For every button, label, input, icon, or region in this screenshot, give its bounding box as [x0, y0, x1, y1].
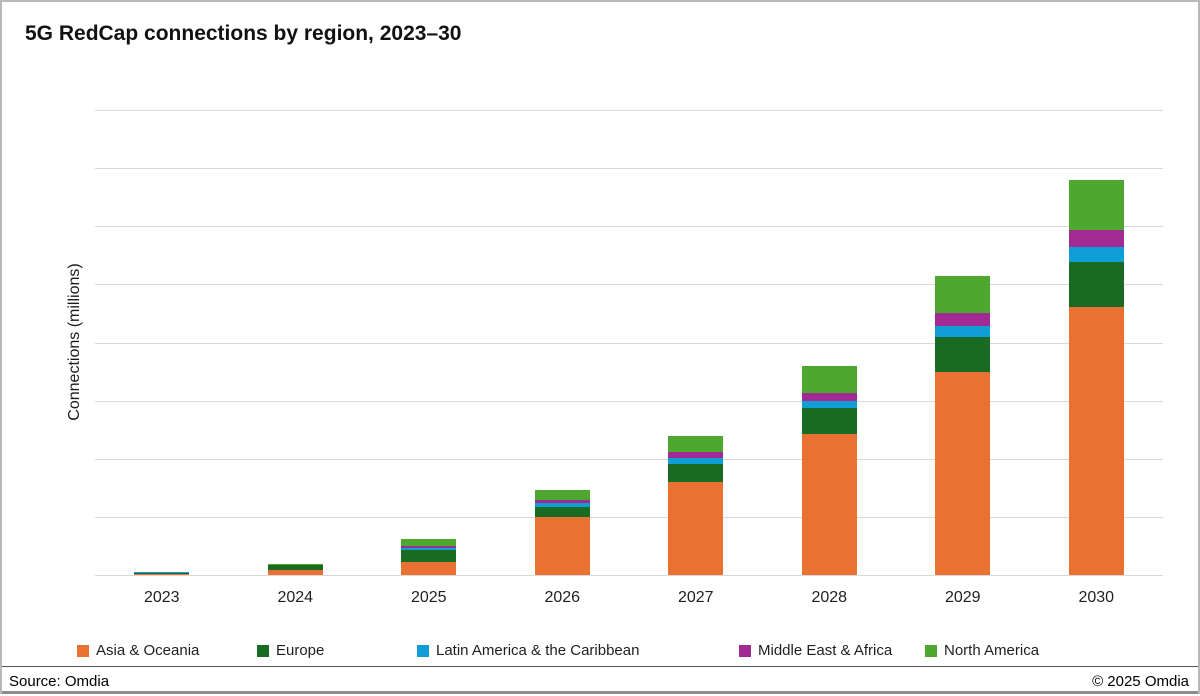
- footer-divider: [2, 666, 1198, 667]
- footer-copyright: © 2025 Omdia: [1092, 673, 1189, 690]
- x-axis-label-2027: 2027: [677, 589, 714, 606]
- bar-segment-north-america: [401, 538, 457, 546]
- bar-segment-latin-america-the-caribbean: [401, 547, 457, 551]
- bar-segment-north-america: [801, 366, 857, 393]
- bar-segment-europe: [1068, 262, 1124, 308]
- chart-title: 5G RedCap connections by region, 2023–30: [25, 22, 462, 45]
- x-axis-label-2023: 2023: [143, 589, 180, 606]
- legend-label: Europe: [276, 642, 325, 659]
- bar-2026: [534, 490, 590, 575]
- legend-swatch-asia-oceania: [77, 644, 89, 657]
- bar-2029: [935, 276, 991, 575]
- bar-segment-middle-east-africa: [1068, 230, 1124, 248]
- gridline: [95, 400, 1163, 402]
- bar-2025: [401, 538, 457, 575]
- bar-segment-north-america: [1068, 180, 1124, 231]
- bar-segment-latin-america-the-caribbean: [668, 458, 724, 464]
- bar-segment-north-america: [935, 276, 991, 314]
- bar-segment-asia-oceania: [134, 574, 190, 575]
- bar-segment-north-america: [534, 490, 590, 501]
- legend-item-europe: Europe: [257, 642, 324, 659]
- bar-segment-asia-oceania: [668, 482, 724, 575]
- x-axis-label-2025: 2025: [410, 589, 447, 606]
- bar-segment-asia-oceania: [935, 372, 991, 575]
- y-axis-title: Connections (millions): [66, 263, 83, 421]
- bar-segment-asia-oceania: [801, 433, 857, 575]
- bar-segment-europe: [401, 550, 457, 563]
- bar-segment-europe: [267, 565, 323, 571]
- bar-segment-europe: [534, 507, 590, 517]
- legend-swatch-north-america: [925, 644, 937, 657]
- bar-segment-europe: [935, 337, 991, 373]
- gridline: [95, 575, 1163, 576]
- bar-segment-asia-oceania: [267, 570, 323, 575]
- bar-2030: [1068, 180, 1124, 575]
- bar-segment-asia-oceania: [534, 516, 590, 575]
- bar-segment-middle-east-africa: [401, 545, 457, 548]
- legend-item-latin-america-the-caribbean: Latin America & the Caribbean: [417, 642, 639, 659]
- legend-label: North America: [944, 642, 1040, 659]
- bar-segment-latin-america-the-caribbean: [1068, 247, 1124, 263]
- bottom-border-bar: [2, 691, 1198, 694]
- bar-segment-middle-east-africa: [668, 452, 724, 459]
- legend-swatch-latin-america-the-caribbean: [417, 644, 429, 657]
- x-axis-label-2030: 2030: [1078, 589, 1115, 606]
- bar-segment-middle-east-africa: [534, 500, 590, 503]
- bar-2023: [134, 571, 190, 575]
- bar-2024: [267, 564, 323, 575]
- bar-segment-middle-east-africa: [801, 392, 857, 401]
- gridline: [95, 168, 1163, 170]
- legend-label: Middle East & Africa: [758, 642, 893, 659]
- gridline: [95, 458, 1163, 460]
- bar-segment-europe: [801, 407, 857, 434]
- legend-swatch-middle-east-africa: [739, 644, 751, 657]
- gridline: [95, 110, 1163, 111]
- legend-swatch-europe: [257, 644, 269, 657]
- legend-item-asia-oceania: Asia & Oceania: [77, 642, 199, 659]
- x-axis-label-2024: 2024: [277, 589, 314, 606]
- bar-segment-europe: [134, 572, 190, 575]
- gridline: [95, 342, 1163, 344]
- bar-segment-latin-america-the-caribbean: [534, 502, 590, 507]
- x-axis-label-2026: 2026: [544, 589, 581, 606]
- plot-area: 2023 2024 2025 2026 2027 2028 2029 2030: [95, 110, 1163, 606]
- legend-item-middle-east-africa: Middle East & Africa: [739, 642, 892, 659]
- bar-segment-latin-america-the-caribbean: [801, 400, 857, 408]
- gridline: [95, 516, 1163, 518]
- bar-segment-asia-oceania: [1068, 307, 1124, 575]
- x-axis-label-2029: 2029: [944, 589, 981, 606]
- legend-item-north-america: North America: [925, 642, 1039, 659]
- legend-label: Latin America & the Caribbean: [436, 642, 640, 659]
- bar-segment-north-america: [267, 564, 323, 565]
- bar-segment-asia-oceania: [401, 562, 457, 575]
- bar-segment-europe: [668, 463, 724, 482]
- legend-label: Asia & Oceania: [96, 642, 200, 659]
- bar-segment-north-america: [668, 435, 724, 453]
- footer-source: Source: Omdia: [9, 673, 110, 690]
- bar-segment-north-america: [134, 571, 190, 573]
- x-axis-label-2028: 2028: [811, 589, 848, 606]
- gridline: [95, 284, 1163, 286]
- gridline: [95, 226, 1163, 228]
- bar-2027: [668, 435, 724, 575]
- bar-2028: [801, 366, 857, 575]
- bar-segment-latin-america-the-caribbean: [935, 326, 991, 338]
- legend: Asia & Oceania Europe Latin America & the …: [2, 642, 1198, 662]
- bar-segment-middle-east-africa: [935, 313, 991, 327]
